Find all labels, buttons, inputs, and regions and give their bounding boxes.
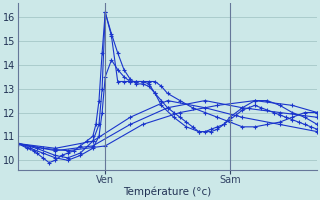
X-axis label: Température (°c): Température (°c)	[124, 187, 212, 197]
